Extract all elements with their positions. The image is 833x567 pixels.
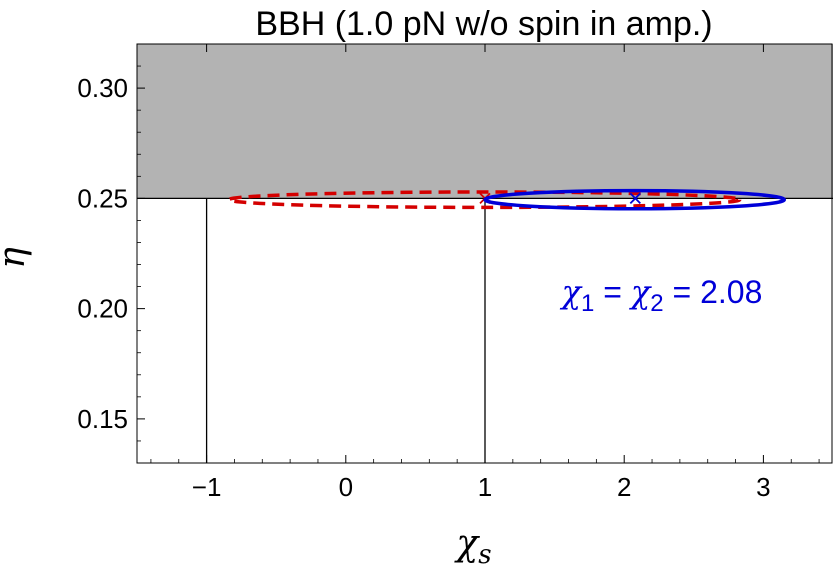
- y-tick-label-2: 0.25: [77, 183, 128, 213]
- vertical-reference-lines: [205, 198, 486, 463]
- plot-area: [136, 43, 833, 464]
- y-axis-ticks: 0.15 0.20 0.25 0.30: [77, 43, 145, 464]
- y-tick-label-1: 0.20: [77, 294, 128, 324]
- y-tick-label-0: 0.15: [77, 404, 128, 434]
- error-ellipse-2: [483, 188, 787, 211]
- spin-annotation: χ1 = χ2 = 2.08: [560, 273, 763, 317]
- x-tick-label-4: 3: [756, 472, 770, 502]
- x-axis-ticks: −1 0 1 2 3: [150, 44, 820, 502]
- error-ellipse-1: [227, 190, 742, 210]
- y-axis-label: η: [0, 247, 33, 269]
- y-tick-label-3: 0.30: [77, 73, 128, 103]
- center-marker-2: [629, 192, 641, 205]
- x-tick-label-2: 1: [478, 472, 492, 502]
- excluded-region: [137, 44, 833, 199]
- x-tick-label-0: −1: [192, 472, 222, 502]
- x-axis-label: χs: [453, 523, 491, 567]
- x-tick-label-3: 2: [617, 472, 631, 502]
- series-layer: [227, 188, 787, 211]
- chart-title: BBH (1.0 pN w/o spin in amp.): [255, 5, 712, 43]
- x-tick-label-1: 0: [339, 472, 353, 502]
